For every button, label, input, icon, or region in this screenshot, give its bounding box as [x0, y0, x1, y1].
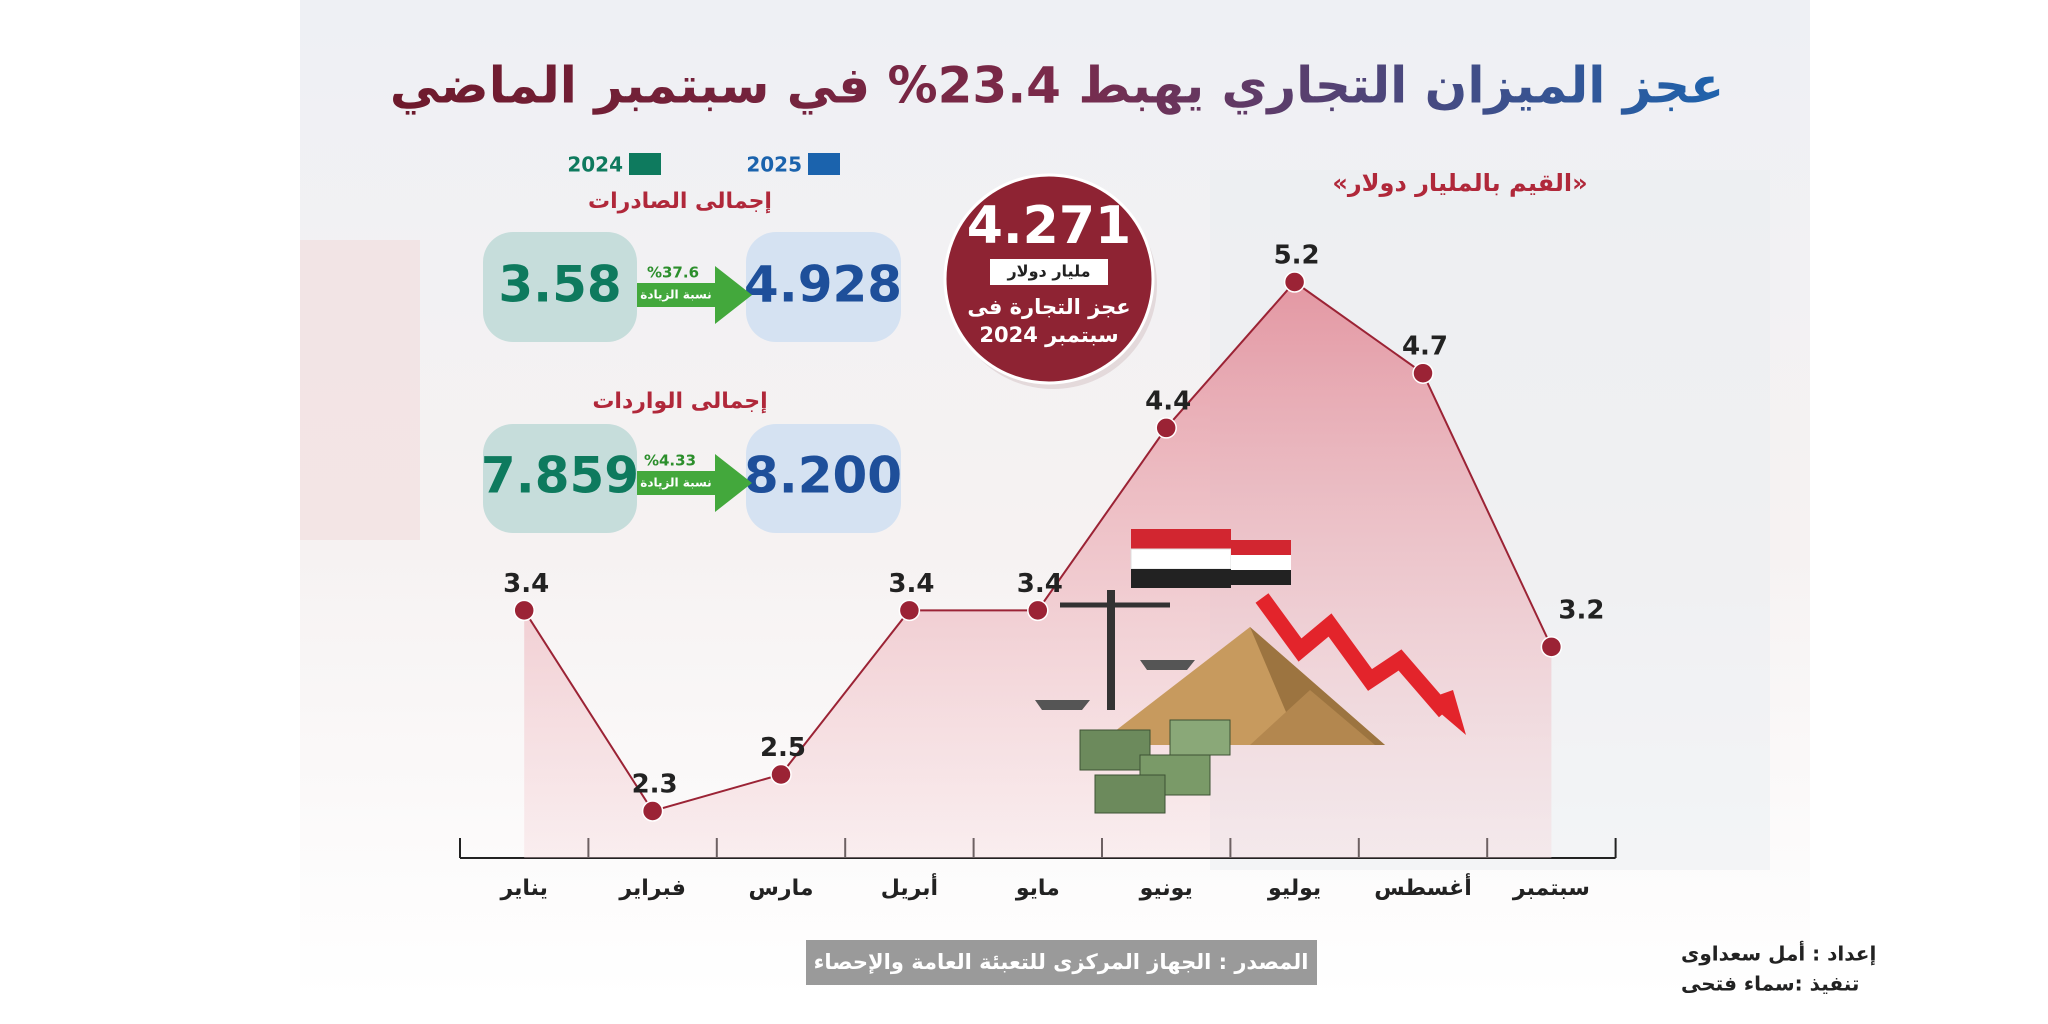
imports-change: %4.33: [644, 452, 696, 470]
imports-2024: 7.859: [481, 447, 639, 505]
increase-arrow: [637, 266, 752, 324]
legend-swatch: [808, 153, 840, 175]
point: [1283, 271, 1306, 293]
point: [898, 599, 921, 622]
x-tick-label: مايو: [1015, 876, 1060, 901]
data-label: 3.4: [503, 569, 549, 599]
point: [1155, 417, 1177, 439]
value-box: [746, 232, 901, 342]
data-label: 4.7: [1402, 332, 1448, 362]
x-tick-label: يناير: [499, 876, 547, 901]
exports-label: إجمالى الصادرات: [588, 189, 772, 214]
value-box: [483, 232, 637, 342]
data-label: 3.4: [1017, 569, 1063, 599]
deficit-unit: مليار دولار: [1006, 262, 1090, 281]
legend-swatch: [629, 153, 661, 175]
legend: 2024 2025: [567, 153, 840, 177]
deficit-caption: عجز التجارة فى: [967, 295, 1130, 319]
x-tick-label: مارس: [749, 876, 814, 901]
unit-band: [990, 259, 1108, 285]
chart-title: عجز الميزان التجاري يهبط 23.4% في سبتمبر…: [390, 57, 1724, 116]
exports-change: %37.6: [647, 264, 699, 282]
value-box: [483, 424, 637, 533]
credit: تنفيذ :سماء فتحى: [1681, 972, 1859, 996]
source: المصدر : الجهاز المركزى للتعبئة العامة و…: [814, 950, 1309, 974]
point: [1412, 362, 1434, 384]
value-box: [746, 424, 901, 533]
point: [770, 763, 792, 786]
point: [1540, 636, 1563, 658]
point: [513, 599, 535, 622]
data-label: 4.4: [1145, 386, 1191, 416]
illustration: [1035, 529, 1466, 814]
source-box: [806, 940, 1317, 985]
x-tick-label: سبتمبر: [1512, 876, 1590, 901]
imports-label: إجمالى الواردات: [592, 389, 767, 414]
unit-note: «القيم بالمليار دولار»: [1332, 169, 1587, 197]
data-label: 2.3: [632, 770, 678, 800]
deficit-value: 4.271: [967, 196, 1131, 256]
x-tick-label: أبريل: [881, 872, 938, 901]
x-tick-label: يوليو: [1267, 876, 1321, 901]
change-label: نسبة الزيادة: [640, 288, 711, 302]
change-label: نسبة الزيادة: [640, 476, 711, 490]
x-tick-label: أغسطس: [1374, 872, 1472, 901]
point: [1027, 599, 1049, 622]
x-tick-label: يونيو: [1139, 876, 1193, 901]
x-tick-label: فبراير: [618, 876, 686, 901]
imports-2025: 8.200: [744, 447, 902, 505]
increase-arrow: [637, 454, 752, 512]
exports-2025: 4.928: [744, 256, 902, 314]
credit: إعداد : أمل سعداوى: [1681, 940, 1876, 966]
point: [641, 800, 664, 822]
exports-2024: 3.58: [498, 256, 621, 314]
background-decor: [300, 240, 420, 540]
legend-label: 2024: [567, 153, 623, 177]
data-label: 3.4: [888, 569, 934, 599]
legend-label: 2025: [746, 153, 802, 177]
deficit-caption: سبتمبر 2024: [979, 323, 1118, 347]
data-label: 5.2: [1274, 241, 1320, 271]
data-label: 2.5: [760, 733, 806, 763]
data-label: 3.2: [1558, 595, 1604, 625]
